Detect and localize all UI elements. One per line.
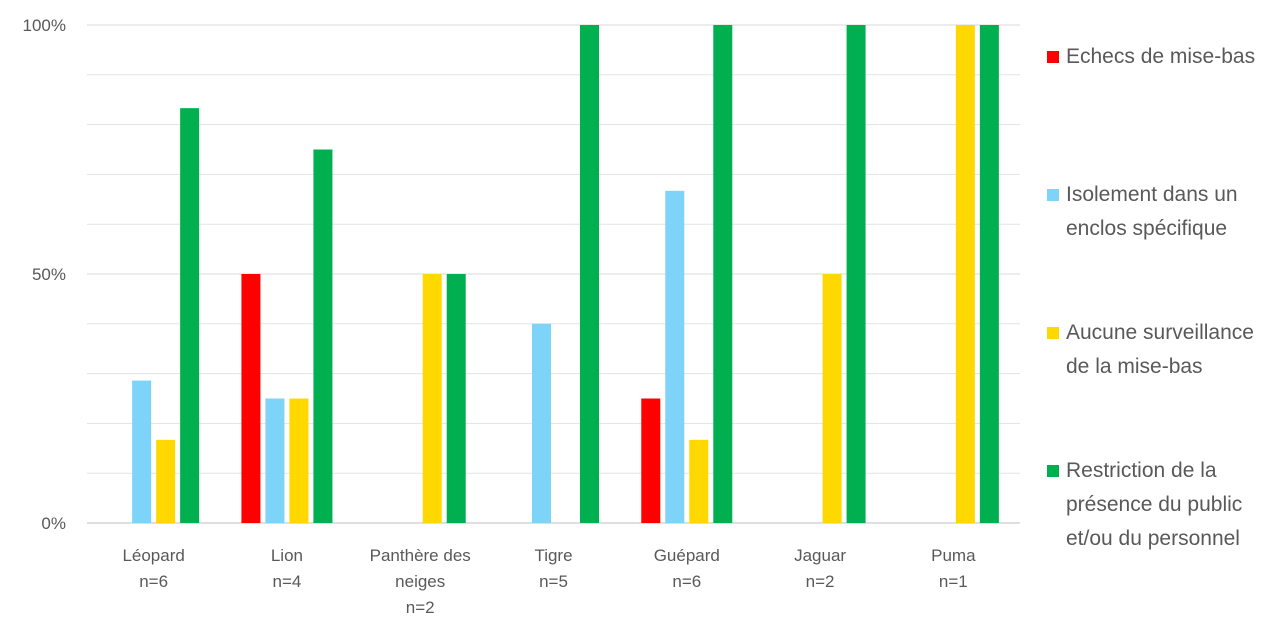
x-tick-label: Jaguar n=2 <box>794 546 846 591</box>
bar <box>289 398 309 523</box>
x-tick-label-line: Puma <box>931 546 976 565</box>
legend-swatch <box>1047 51 1059 63</box>
bar <box>156 439 176 523</box>
bar <box>313 149 333 523</box>
legend-item: Restriction de la présence du public et/… <box>1040 454 1270 592</box>
bar <box>532 323 551 523</box>
bar <box>713 25 733 523</box>
bar <box>446 274 466 523</box>
y-tick-label: 100% <box>23 16 66 35</box>
y-tick-label: 50% <box>32 265 66 284</box>
bar <box>641 398 661 523</box>
legend-item: Isolement dans un enclos spécifique <box>1040 178 1270 316</box>
bar <box>665 190 685 524</box>
bar <box>241 274 261 523</box>
x-tick-label-line: n=1 <box>939 572 968 591</box>
legend-item: Aucune surveillance de la mise-bas <box>1040 316 1270 454</box>
x-tick-label-line: Tigre <box>534 546 572 565</box>
x-tick-label-line: neiges <box>395 572 445 591</box>
y-tick-label: 0% <box>41 514 66 533</box>
bar <box>132 380 152 523</box>
legend-swatch <box>1047 327 1059 339</box>
legend-swatch <box>1047 189 1059 201</box>
x-tick-label: Panthère des neiges n=2 <box>370 546 471 617</box>
legend-label: Isolement dans un enclos spécifique <box>1066 183 1238 240</box>
x-tick-label-line: n=2 <box>806 572 835 591</box>
legend-item: Echecs de mise-bas <box>1040 40 1270 178</box>
bar <box>979 25 999 523</box>
chart: 0% 50% 100% Léopard n=6 Lion n=4 Panthère des ne… <box>23 16 1020 617</box>
x-tick-label: Léopard n=6 <box>122 546 184 591</box>
bar <box>689 439 709 523</box>
bar <box>822 274 842 523</box>
x-tick-label: Tigre n=5 <box>534 546 572 591</box>
bar <box>846 25 866 523</box>
x-tick-label-line: Lion <box>271 546 303 565</box>
legend-label: Aucune surveillance de la mise-bas <box>1066 321 1254 378</box>
legend: Echecs de mise-bas Isolement dans un encl… <box>1040 40 1270 592</box>
bar <box>422 274 442 523</box>
bar <box>580 25 599 523</box>
x-tick-label: Puma n=1 <box>931 546 976 591</box>
x-tick-label-line: Léopard <box>122 546 184 565</box>
bar <box>180 108 200 523</box>
legend-label: Restriction de la présence du public et/… <box>1066 459 1243 550</box>
legend-label: Echecs de mise-bas <box>1066 45 1256 68</box>
x-tick-label-line: Panthère des <box>370 546 471 565</box>
x-tick-label-line: n=4 <box>273 572 302 591</box>
x-tick-label-line: n=6 <box>139 572 168 591</box>
x-tick-label: Guépard n=6 <box>654 546 720 591</box>
bar <box>265 398 285 523</box>
x-tick-label: Lion n=4 <box>271 546 303 591</box>
bar <box>955 25 975 523</box>
x-tick-label-line: Guépard <box>654 546 720 565</box>
x-tick-label-line: n=2 <box>406 598 435 617</box>
x-tick-label-line: n=6 <box>672 572 701 591</box>
x-tick-label-line: n=5 <box>539 572 568 591</box>
legend-swatch <box>1047 465 1059 477</box>
x-tick-label-line: Jaguar <box>794 546 846 565</box>
